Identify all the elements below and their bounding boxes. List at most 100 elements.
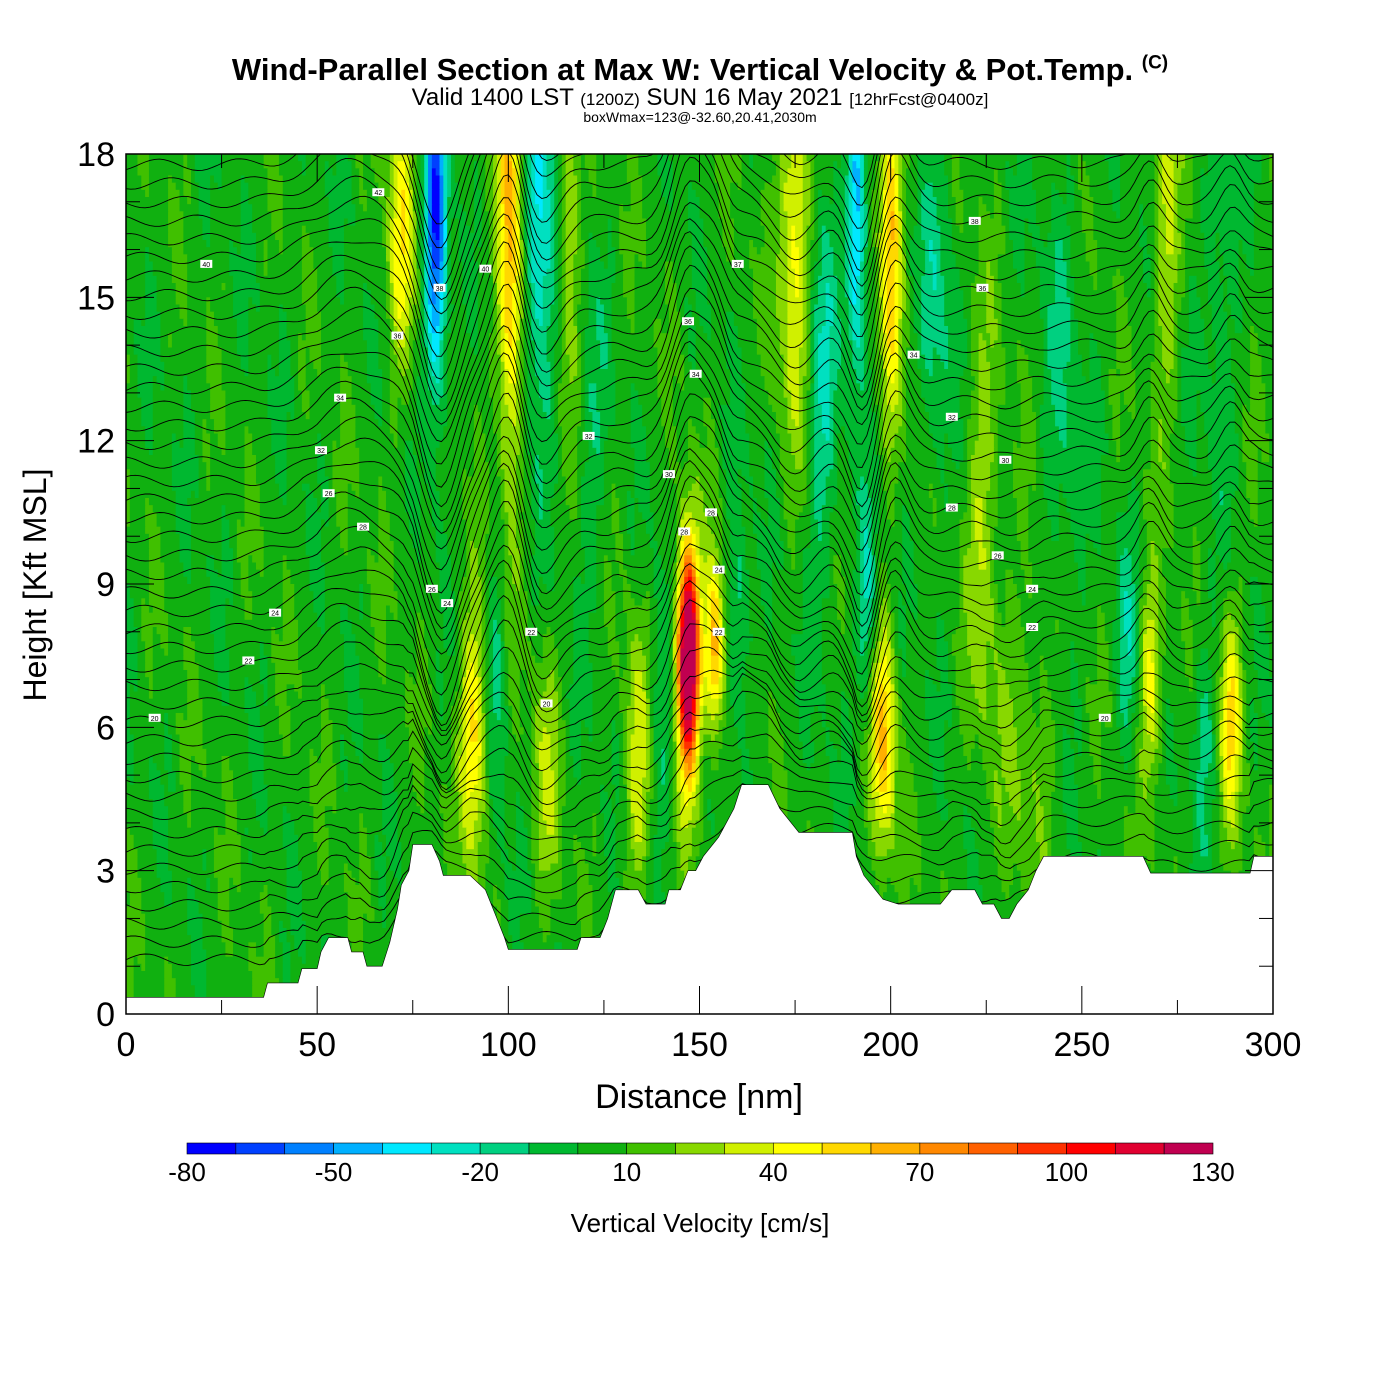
velocity-cell xyxy=(775,161,781,169)
velocity-cell xyxy=(126,218,169,227)
velocity-cell xyxy=(1062,376,1087,384)
velocity-cell xyxy=(634,476,651,485)
velocity-cell xyxy=(412,383,418,392)
velocity-cell xyxy=(1139,218,1144,227)
velocity-cell xyxy=(1112,275,1125,284)
velocity-cell xyxy=(1196,426,1205,435)
velocity-cell xyxy=(580,361,586,370)
velocity-cell xyxy=(462,290,479,298)
velocity-cell xyxy=(840,340,854,349)
velocity-cell xyxy=(1047,333,1071,341)
velocity-cell xyxy=(558,404,582,413)
velocity-cell xyxy=(255,254,265,263)
velocity-cell xyxy=(561,175,567,184)
velocity-cell xyxy=(538,455,559,463)
velocity-cell xyxy=(1024,240,1033,248)
velocity-cell xyxy=(737,469,743,478)
velocity-cell xyxy=(512,154,517,162)
velocity-cell xyxy=(244,455,257,463)
velocity-cell xyxy=(905,376,922,384)
velocity-cell xyxy=(370,390,383,399)
velocity-cell xyxy=(802,326,808,334)
velocity-cell xyxy=(1139,240,1148,248)
velocity-cell xyxy=(519,218,525,227)
velocity-cell xyxy=(997,254,1014,263)
velocity-cell xyxy=(424,261,429,270)
velocity-cell xyxy=(500,354,506,363)
velocity-cell xyxy=(718,204,731,212)
velocity-cell xyxy=(450,218,460,227)
velocity-cell xyxy=(171,247,184,255)
velocity-cell xyxy=(810,283,815,291)
velocity-cell xyxy=(1120,168,1156,177)
velocity-cell xyxy=(1208,268,1221,277)
velocity-cell xyxy=(1039,412,1056,420)
velocity-cell xyxy=(733,311,754,320)
velocity-cell xyxy=(1211,318,1228,327)
velocity-cell xyxy=(504,376,509,384)
velocity-cell xyxy=(1039,290,1056,298)
velocity-cell xyxy=(615,247,620,255)
velocity-cell xyxy=(733,240,750,248)
velocity-cell xyxy=(978,369,991,377)
velocity-cell xyxy=(848,211,854,220)
velocity-cell xyxy=(898,225,903,234)
velocity-cell xyxy=(561,232,567,241)
velocity-cell xyxy=(1238,483,1247,492)
velocity-cell xyxy=(317,369,322,377)
velocity-cell xyxy=(187,161,196,169)
velocity-cell xyxy=(879,462,884,470)
velocity-cell xyxy=(993,182,1003,191)
velocity-cell xyxy=(1150,290,1156,298)
velocity-cell xyxy=(1035,476,1045,485)
velocity-cell xyxy=(963,297,972,306)
velocity-cell xyxy=(1162,154,1171,162)
velocity-cell xyxy=(993,455,999,463)
velocity-cell xyxy=(278,311,288,320)
velocity-cell xyxy=(883,440,896,449)
velocity-cell xyxy=(508,154,513,162)
velocity-cell xyxy=(1085,232,1094,241)
velocity-cell xyxy=(447,240,452,248)
velocity-cell xyxy=(210,232,242,241)
velocity-cell xyxy=(439,369,444,377)
velocity-cell xyxy=(485,175,494,184)
velocity-cell xyxy=(126,390,139,399)
velocity-cell xyxy=(431,326,437,334)
velocity-cell xyxy=(978,383,991,392)
velocity-cell xyxy=(810,197,815,205)
velocity-cell xyxy=(168,189,181,198)
velocity-cell xyxy=(783,498,808,506)
velocity-cell xyxy=(825,318,834,327)
velocity-cell xyxy=(286,440,318,449)
velocity-cell xyxy=(408,347,414,356)
velocity-cell xyxy=(1009,232,1026,241)
velocity-cell xyxy=(917,175,949,184)
velocity-cell xyxy=(600,447,605,456)
velocity-cell xyxy=(611,498,620,506)
velocity-cell xyxy=(1116,268,1121,277)
velocity-cell xyxy=(840,333,850,341)
velocity-cell xyxy=(1070,340,1079,349)
velocity-cell xyxy=(898,189,903,198)
velocity-cell xyxy=(378,347,391,356)
velocity-cell xyxy=(240,247,257,255)
velocity-cell xyxy=(672,182,689,191)
velocity-cell xyxy=(978,197,984,205)
velocity-cell xyxy=(405,168,410,177)
velocity-cell xyxy=(431,275,441,284)
velocity-cell xyxy=(504,369,509,377)
velocity-cell xyxy=(500,204,506,212)
velocity-cell xyxy=(863,283,869,291)
velocity-cell xyxy=(580,390,586,399)
velocity-cell xyxy=(814,447,834,456)
velocity-cell xyxy=(1169,476,1213,485)
velocity-cell xyxy=(1051,376,1064,384)
velocity-cell xyxy=(898,247,903,255)
velocity-cell xyxy=(493,412,502,420)
velocity-cell xyxy=(833,433,838,442)
velocity-cell xyxy=(194,175,211,184)
velocity-cell xyxy=(588,261,605,270)
velocity-cell xyxy=(787,333,804,341)
velocity-cell xyxy=(810,426,815,435)
